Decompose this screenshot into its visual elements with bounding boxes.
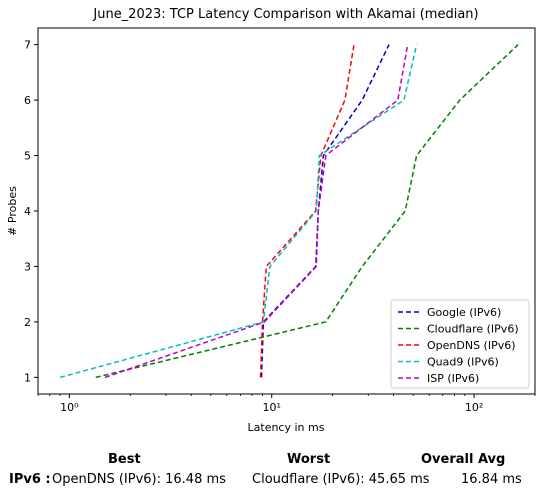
latency-chart: June_2023: TCP Latency Comparison with A… (6, 7, 536, 434)
axis-ticks: 10⁰ 10¹ 10² 1 2 3 4 5 6 7 (24, 39, 536, 414)
ipv6-row-label: IPv6 : (9, 472, 51, 487)
y-tick-label: 6 (24, 94, 31, 107)
y-tick-label: 2 (24, 316, 31, 329)
y-axis-label: # Probes (6, 186, 19, 236)
y-tick-label: 3 (24, 260, 31, 273)
worst-value: Cloudflare (IPv6): 45.65 ms (252, 472, 430, 487)
best-value: OpenDNS (IPv6): 16.48 ms (52, 472, 226, 487)
worst-header: Worst (287, 452, 331, 467)
x-axis-label: Latency in ms (248, 421, 325, 434)
overall-avg-value: 16.84 ms (461, 472, 522, 487)
legend-label-quad9-ipv6: Quad9 (IPv6) (427, 356, 499, 369)
series-line-cloudflare-ipv6 (95, 44, 519, 379)
overall-avg-header: Overall Avg (421, 452, 506, 467)
legend: Google (IPv6) Cloudflare (IPv6) OpenDNS (I… (390, 299, 530, 389)
y-tick-label: 4 (24, 205, 31, 218)
legend-label-opendns-ipv6: OpenDNS (IPv6) (427, 339, 516, 352)
legend-label-isp-ipv6: ISP (IPv6) (427, 372, 479, 385)
series-line-opendns-ipv6 (259, 44, 355, 378)
x-tick-label: 10¹ (263, 401, 281, 414)
series-line-quad9-ipv6 (59, 44, 418, 379)
y-tick-label: 7 (24, 39, 31, 52)
y-tick-label: 5 (24, 150, 31, 163)
series-line-google-ipv6 (260, 44, 390, 378)
x-tick-label: 10² (465, 401, 483, 414)
x-tick-label: 10⁰ (60, 401, 79, 414)
legend-label-google-ipv6: Google (IPv6) (427, 306, 501, 319)
series-line-isp-ipv6 (104, 44, 409, 379)
y-tick-label: 1 (24, 371, 31, 384)
best-header: Best (108, 452, 141, 467)
series-lines (59, 44, 519, 379)
legend-label-cloudflare-ipv6: Cloudflare (IPv6) (427, 323, 519, 336)
legend-box (390, 299, 530, 389)
chart-title: June_2023: TCP Latency Comparison with A… (92, 7, 478, 22)
